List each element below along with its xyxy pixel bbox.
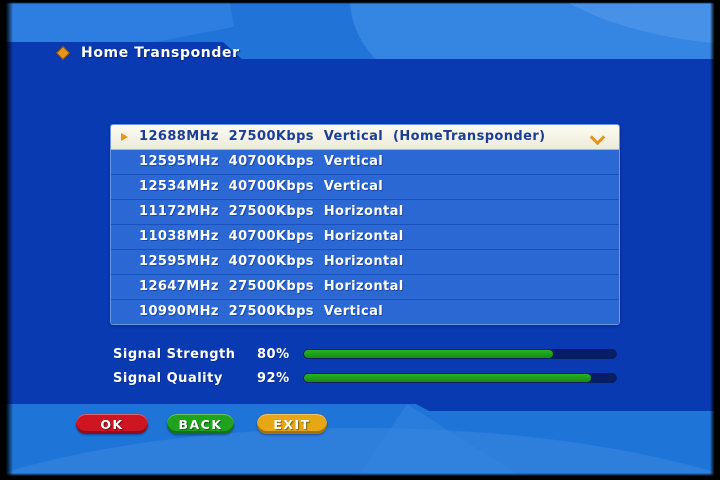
back-button[interactable]: BACK [167, 414, 234, 434]
signal-quality-bar [303, 373, 617, 383]
selected-arrow-icon [121, 133, 128, 141]
transponder-list[interactable]: 12688MHz 27500Kbps Vertical (HomeTranspo… [110, 124, 620, 325]
screen-frame [0, 473, 720, 480]
signal-strength-label: Signal Strength [113, 347, 236, 362]
transponder-row[interactable]: 11172MHz 27500Kbps Horizontal [111, 200, 619, 225]
background-curve [356, 404, 526, 480]
transponder-row[interactable]: 12647MHz 27500Kbps Horizontal [111, 275, 619, 300]
transponder-row[interactable]: 10990MHz 27500Kbps Vertical [111, 300, 619, 324]
transponder-row[interactable]: 12688MHz 27500Kbps Vertical (HomeTranspo… [111, 125, 619, 150]
transponder-label: 11038MHz 40700Kbps Horizontal [139, 229, 404, 244]
transponder-row[interactable]: 12534MHz 40700Kbps Vertical [111, 175, 619, 200]
background-curve [500, 0, 720, 45]
page-title: Home Transponder [81, 45, 240, 61]
exit-button[interactable]: EXIT [257, 414, 327, 434]
signal-quality-label: Signal Quality [113, 371, 223, 386]
chevron-down-icon[interactable] [589, 129, 606, 146]
transponder-row[interactable]: 12595MHz 40700Kbps Vertical [111, 150, 619, 175]
signal-strength-fill [304, 350, 554, 358]
transponder-label: 12688MHz 27500Kbps Vertical (HomeTranspo… [139, 129, 546, 144]
transponder-label: 12595MHz 40700Kbps Horizontal [139, 254, 404, 269]
transponder-row[interactable]: 12595MHz 40700Kbps Horizontal [111, 250, 619, 275]
background-curve [0, 428, 720, 480]
diamond-bullet-icon [55, 45, 71, 61]
transponder-label: 12534MHz 40700Kbps Vertical [139, 179, 384, 194]
screen-frame [0, 0, 720, 4]
transponder-label: 11172MHz 27500Kbps Horizontal [139, 204, 404, 219]
ok-button[interactable]: OK [76, 414, 148, 434]
signal-quality-fill [304, 374, 591, 382]
signal-strength-percent: 80% [257, 347, 290, 362]
signal-strength-bar [303, 349, 617, 359]
page-header: Home Transponder [55, 44, 240, 62]
transponder-label: 12647MHz 27500Kbps Horizontal [139, 279, 404, 294]
transponder-label: 10990MHz 27500Kbps Vertical [139, 304, 384, 319]
transponder-label: 12595MHz 40700Kbps Vertical [139, 154, 384, 169]
transponder-row[interactable]: 11038MHz 40700Kbps Horizontal [111, 225, 619, 250]
signal-quality-percent: 92% [257, 371, 290, 386]
